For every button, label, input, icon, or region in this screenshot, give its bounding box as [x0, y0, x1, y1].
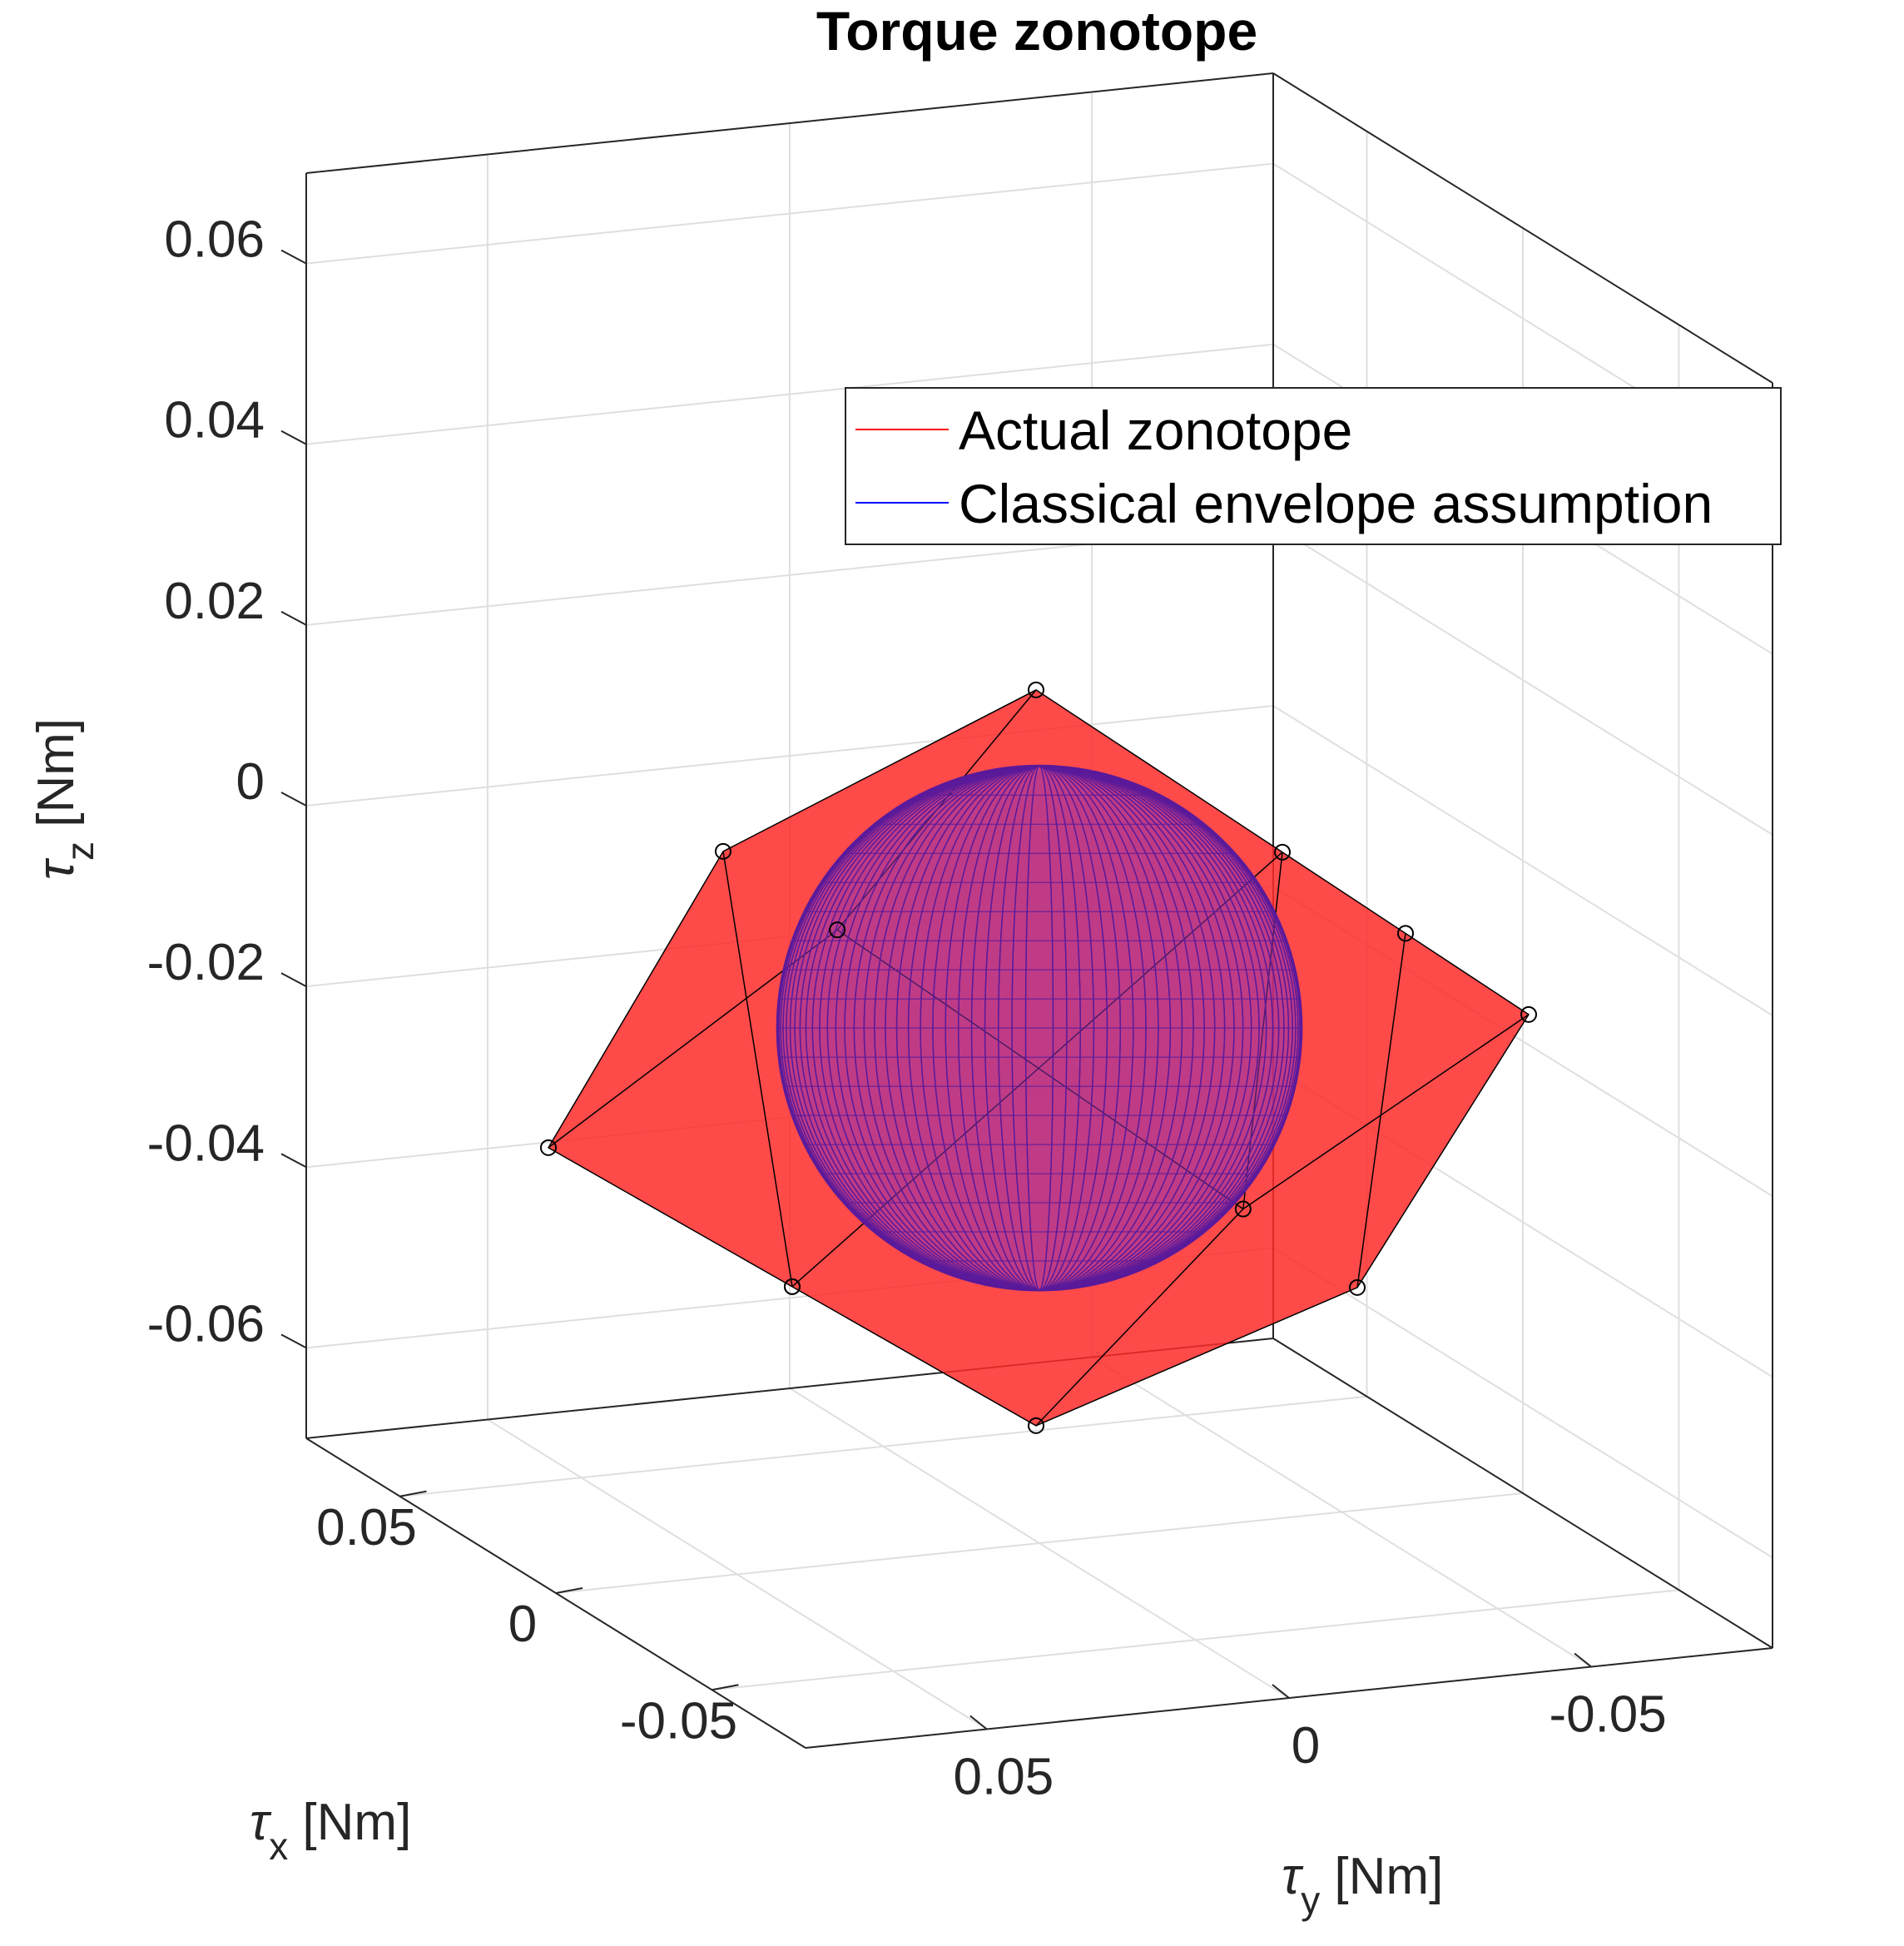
- svg-text:τy [Nm]: τy [Nm]: [1282, 1848, 1443, 1922]
- axes-box-edge: [1272, 1338, 1773, 1649]
- z-tick-label: 0.04: [164, 392, 265, 449]
- svg-text:τz [Nm]: τz [Nm]: [27, 718, 102, 880]
- y-tick-label: 0: [1292, 1717, 1320, 1775]
- z-tick-label: 0.06: [164, 211, 265, 269]
- z-tick: [280, 249, 307, 265]
- y-axis-label-unit: [Nm]: [1320, 1848, 1443, 1905]
- z-tick-label: 0: [236, 753, 265, 811]
- legend-label-actual-zonotope: Actual zonotope: [959, 400, 1352, 461]
- z-tick: [280, 792, 307, 807]
- zonotope-edge: [1356, 933, 1406, 1288]
- x-tick-label: 0: [508, 1596, 537, 1653]
- x-tick: [712, 1684, 739, 1691]
- legend-label-classical-envelope: Classical envelope assumption: [959, 473, 1713, 534]
- z-axis-label-sub: z: [58, 841, 102, 861]
- zonotope-edge: [722, 851, 793, 1287]
- z-tick: [280, 972, 307, 988]
- x-tick: [555, 1587, 583, 1594]
- y-axis-label-symbol: τ: [1282, 1848, 1304, 1905]
- zonotope-vertex-marker: [540, 1139, 557, 1156]
- zonotope-edge: [1242, 1014, 1530, 1210]
- z-tick: [280, 610, 307, 626]
- x-axis-label-symbol: τ: [250, 1794, 272, 1851]
- z-axis-label-unit: [Nm]: [27, 718, 85, 841]
- y-tick: [1272, 1684, 1290, 1699]
- zonotope-vertex-marker: [1397, 925, 1414, 942]
- axes-box-edge: [1272, 72, 1773, 384]
- zonotope-vertex-marker: [715, 842, 731, 860]
- x-axis-label: τx [Nm]: [250, 1794, 411, 1868]
- zonotope-vertex-marker: [1520, 1005, 1537, 1023]
- x-tick-label: 0.05: [316, 1499, 417, 1556]
- zonotope-edge: [1035, 1209, 1244, 1427]
- sphere-surface: [776, 764, 1303, 1292]
- z-tick: [280, 1333, 307, 1349]
- zonotope-vertex-marker: [1234, 1200, 1252, 1218]
- z-tick: [280, 1153, 307, 1169]
- sphere-mesh: [777, 766, 1302, 1290]
- zonotope-vertex-marker: [784, 1278, 801, 1295]
- z-tick-label: -0.06: [147, 1295, 265, 1353]
- zonotope-vertex-marker: [1349, 1278, 1366, 1296]
- z-axis-label-symbol: τ: [27, 857, 85, 880]
- legend-box: [845, 387, 1782, 545]
- y-tick-label: 0.05: [954, 1749, 1054, 1806]
- x-tick-label: -0.05: [620, 1692, 737, 1750]
- y-tick: [969, 1715, 988, 1730]
- z-tick-label: -0.04: [147, 1114, 265, 1172]
- z-axis-label: τz [Nm]: [27, 718, 102, 880]
- chart-title: Torque zonotope: [816, 0, 1257, 62]
- svg-text:τx [Nm]: τx [Nm]: [250, 1794, 411, 1868]
- axes-box-edge: [305, 72, 1274, 174]
- legend: Actual zonotope Classical envelope assum…: [845, 387, 1782, 545]
- y-tick-label: -0.05: [1549, 1686, 1666, 1744]
- z-tick-label: -0.02: [147, 934, 265, 991]
- tick-layer: -0.06 -0.04 -0.02 0 0.02 0.04 0.06 -0.05 0 0.05 -0…: [147, 211, 1667, 1806]
- zonotope-vertex-marker: [1028, 1417, 1044, 1434]
- x-axis-label-sub: x: [269, 1824, 288, 1868]
- y-axis-label: τy [Nm]: [1282, 1848, 1443, 1922]
- z-tick-label: 0.02: [164, 573, 265, 630]
- z-tick: [280, 429, 307, 445]
- x-axis-label-unit: [Nm]: [288, 1794, 411, 1851]
- x-tick: [399, 1490, 427, 1497]
- zonotope-vertex-marker: [1028, 681, 1044, 698]
- zonotope-vertex-marker: [829, 921, 846, 939]
- zonotope-vertex-marker: [1274, 843, 1291, 861]
- y-axis-label-sub: y: [1301, 1879, 1320, 1922]
- zonotope-vertices: [540, 681, 1537, 1434]
- y-tick: [1574, 1652, 1592, 1668]
